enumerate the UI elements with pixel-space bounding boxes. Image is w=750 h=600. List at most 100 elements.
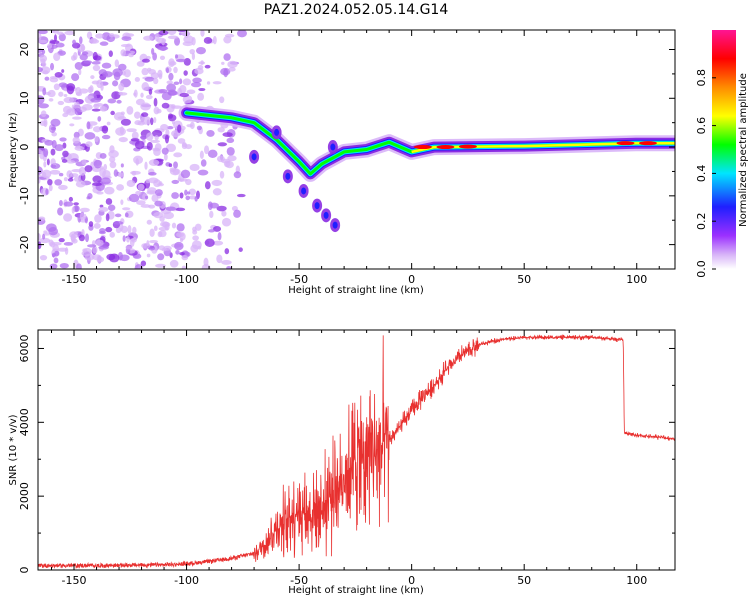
noise-speckle bbox=[134, 77, 141, 82]
noise-speckle bbox=[216, 205, 227, 212]
noise-speckle bbox=[38, 95, 45, 105]
noise-speckle bbox=[200, 60, 204, 65]
noise-speckle bbox=[174, 36, 181, 46]
noise-speckle bbox=[38, 166, 43, 175]
noise-speckle bbox=[62, 105, 72, 114]
noise-speckle bbox=[158, 89, 168, 94]
spectral-blob-core bbox=[314, 202, 320, 210]
noise-speckle bbox=[66, 83, 76, 91]
noise-speckle bbox=[86, 31, 93, 39]
spectral-blob-core bbox=[301, 187, 307, 195]
noise-speckle bbox=[92, 126, 102, 133]
noise-speckle bbox=[94, 135, 99, 143]
noise-speckle bbox=[110, 110, 115, 116]
noise-speckle bbox=[228, 67, 236, 72]
noise-speckle bbox=[58, 237, 65, 243]
noise-speckle bbox=[200, 159, 207, 167]
noise-speckle bbox=[188, 188, 197, 196]
noise-speckle bbox=[140, 134, 147, 141]
noise-speckle bbox=[86, 196, 91, 200]
noise-speckle bbox=[171, 179, 180, 184]
noise-speckle bbox=[98, 245, 109, 250]
noise-speckle bbox=[50, 148, 56, 156]
noise-speckle bbox=[161, 147, 169, 155]
noise-speckle bbox=[146, 132, 154, 141]
noise-speckle bbox=[209, 202, 220, 209]
noise-speckle bbox=[233, 209, 241, 218]
noise-speckle bbox=[47, 43, 53, 49]
noise-speckle bbox=[175, 249, 180, 255]
noise-speckle bbox=[71, 73, 80, 82]
noise-speckle bbox=[38, 66, 44, 73]
noise-speckle bbox=[109, 145, 115, 154]
noise-speckle bbox=[197, 245, 202, 250]
noise-speckle bbox=[111, 91, 121, 100]
noise-speckle bbox=[42, 233, 46, 240]
noise-speckle bbox=[187, 191, 191, 195]
noise-speckle bbox=[107, 98, 117, 104]
spectral-peak bbox=[638, 141, 657, 146]
noise-speckle bbox=[113, 112, 125, 121]
noise-speckle bbox=[50, 62, 55, 71]
noise-speckle bbox=[153, 116, 157, 124]
noise-speckle bbox=[204, 238, 215, 247]
noise-speckle bbox=[39, 237, 51, 244]
noise-speckle bbox=[166, 125, 174, 130]
noise-speckle bbox=[38, 241, 42, 250]
noise-speckle bbox=[163, 153, 168, 161]
noise-speckle bbox=[107, 204, 116, 211]
noise-speckle bbox=[189, 163, 200, 172]
noise-speckle bbox=[47, 89, 56, 98]
x-tick-label: -100 bbox=[174, 574, 199, 587]
noise-speckle bbox=[79, 36, 83, 45]
colorbar-ticks: 0.0 0.2 0.4 0.6 0.8 bbox=[695, 69, 716, 278]
noise-speckle bbox=[64, 247, 69, 255]
noise-speckle bbox=[44, 139, 54, 146]
chart-title: PAZ1.2024.052.05.14.G14 bbox=[264, 2, 449, 18]
noise-speckle bbox=[57, 207, 64, 216]
noise-speckle bbox=[123, 69, 131, 78]
noise-speckle bbox=[165, 67, 170, 74]
noise-speckle bbox=[141, 242, 151, 249]
noise-speckle bbox=[78, 68, 82, 76]
noise-speckle bbox=[59, 262, 69, 269]
noise-speckle bbox=[135, 190, 142, 196]
noise-speckle bbox=[118, 63, 127, 71]
noise-speckle bbox=[49, 263, 58, 269]
noise-speckle bbox=[204, 181, 211, 190]
noise-speckle bbox=[169, 259, 179, 268]
noise-speckle bbox=[81, 159, 87, 166]
y-tick-label: 0 bbox=[18, 144, 31, 151]
noise-speckle bbox=[173, 152, 183, 158]
colorbar: 0.0 0.2 0.4 0.6 0.8 Normalized spectral ampl… bbox=[695, 30, 749, 278]
x-tick-label: 50 bbox=[517, 273, 531, 286]
noise-speckle bbox=[41, 169, 52, 179]
noise-speckle bbox=[103, 163, 108, 171]
noise-speckle bbox=[201, 263, 211, 269]
noise-speckle bbox=[144, 76, 155, 82]
noise-speckle bbox=[190, 244, 199, 253]
noise-speckle bbox=[194, 223, 202, 231]
x-tick-label: -50 bbox=[290, 574, 308, 587]
noise-speckle bbox=[151, 194, 159, 203]
snr-x-ticks: -150 -100 -50 0 50 100 bbox=[51, 330, 660, 587]
noise-speckle bbox=[227, 155, 237, 162]
noise-speckle bbox=[53, 257, 59, 264]
noise-speckle bbox=[137, 183, 145, 191]
noise-speckle bbox=[131, 170, 137, 176]
noise-speckle bbox=[71, 169, 82, 173]
noise-speckle bbox=[125, 33, 135, 37]
noise-speckle bbox=[171, 222, 177, 229]
noise-speckle bbox=[141, 58, 150, 63]
noise-speckle bbox=[66, 159, 76, 164]
noise-speckle bbox=[153, 77, 159, 85]
noise-speckle bbox=[48, 184, 53, 192]
noise-speckle bbox=[158, 230, 167, 238]
noise-speckle bbox=[179, 238, 184, 242]
x-tick-label: 0 bbox=[408, 574, 415, 587]
noise-speckle bbox=[61, 69, 65, 73]
noise-speckle bbox=[106, 121, 111, 126]
noise-speckle bbox=[104, 72, 109, 77]
